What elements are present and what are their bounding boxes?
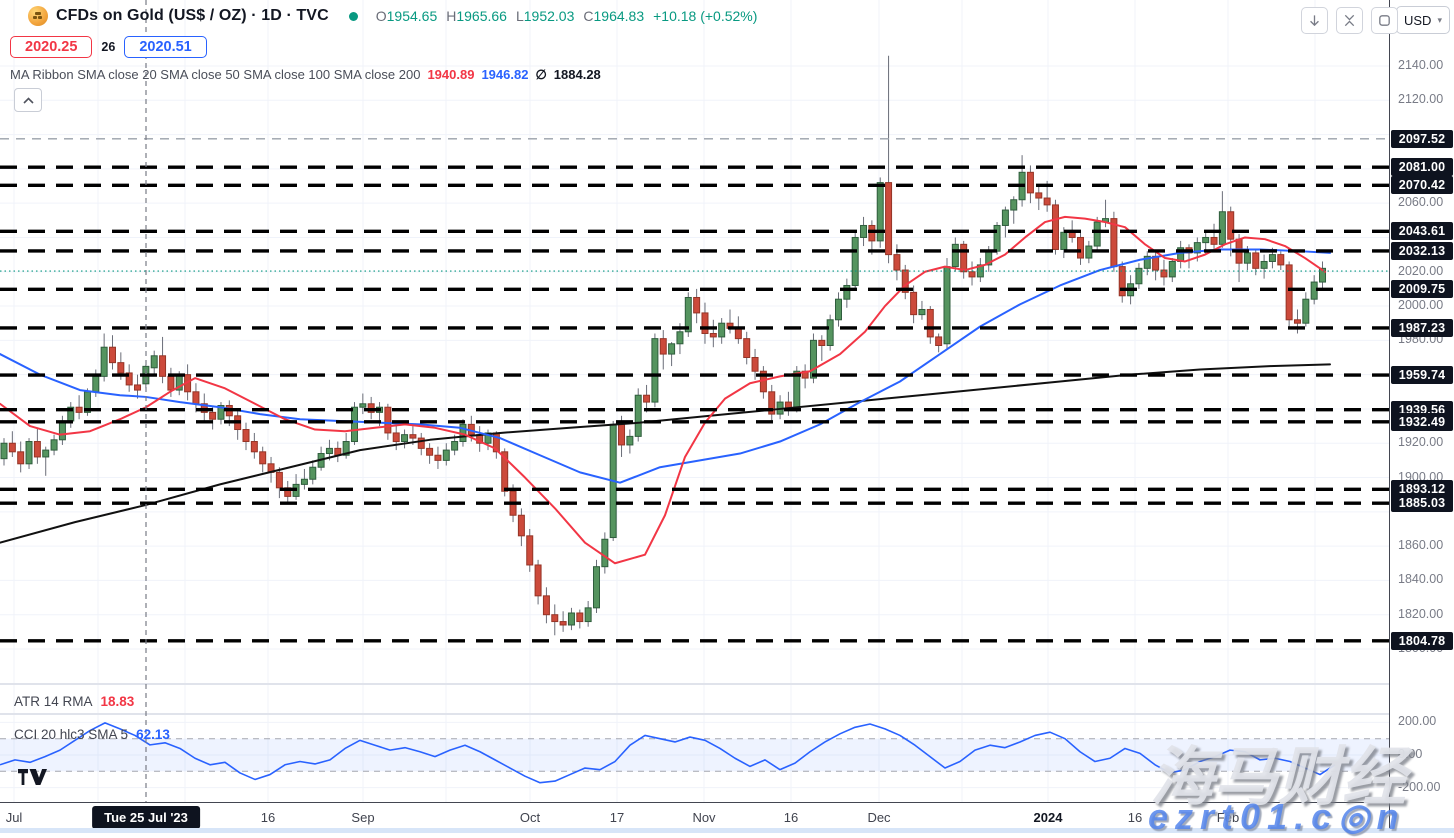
price-axis-label: 2020.00 bbox=[1398, 263, 1444, 278]
currency-selector[interactable]: USD ▾ bbox=[1396, 6, 1450, 34]
atr-value: 18.83 bbox=[100, 694, 135, 709]
currency-label: USD bbox=[1404, 12, 1432, 28]
symbol-title[interactable]: CFDs on Gold (US$ / OZ) · 1D · TVC bbox=[56, 7, 329, 24]
low-value: 1952.03 bbox=[523, 8, 575, 24]
price-level-badge[interactable]: 1893.12 bbox=[1391, 480, 1453, 499]
price-axis-label: 2140.00 bbox=[1398, 58, 1444, 72]
price-axis-label: 1860.00 bbox=[1398, 538, 1444, 553]
price-level-badge[interactable]: 1804.78 bbox=[1391, 631, 1453, 650]
price-level-badge[interactable]: 2070.42 bbox=[1391, 176, 1453, 195]
chevron-up-icon bbox=[22, 96, 34, 104]
chart-legend: CFDs on Gold (US$ / OZ) · 1D · TVC O1954… bbox=[28, 6, 757, 26]
price-level-badge[interactable]: 1987.23 bbox=[1391, 318, 1453, 337]
cci-axis-label: 200.00 bbox=[1398, 714, 1437, 729]
collapse-icon bbox=[1344, 14, 1355, 27]
ask-price-button[interactable]: 2020.51 bbox=[124, 36, 207, 58]
price-level-badge[interactable]: 1959.74 bbox=[1391, 366, 1453, 385]
cci-axis-label: 0.00 bbox=[1398, 747, 1423, 761]
market-open-dot-icon bbox=[348, 11, 358, 21]
price-axis-label: 1840.00 bbox=[1398, 572, 1444, 587]
price-level-badge[interactable]: 2043.61 bbox=[1391, 222, 1453, 241]
chevron-down-icon: ▾ bbox=[1437, 14, 1442, 25]
candlestick-chart[interactable] bbox=[0, 0, 1389, 802]
price-axis-label: 2000.00 bbox=[1398, 298, 1444, 313]
sma100-value: ∅ bbox=[535, 67, 547, 82]
move-pane-down-button[interactable] bbox=[1301, 7, 1328, 34]
price-axis-label: 2060.00 bbox=[1398, 195, 1444, 210]
price-axis[interactable]: USD ▾ 2140.00 2120.00 2060.00 2020.00 2000.0… bbox=[1389, 0, 1454, 833]
crosshair-date-badge: Tue 25 Jul '23 bbox=[92, 806, 200, 829]
gold-symbol-icon bbox=[28, 6, 48, 26]
price-level-badge[interactable]: 1932.49 bbox=[1391, 412, 1453, 431]
cci-label: CCI 20 hlc3 SMA 5 bbox=[14, 727, 129, 742]
bid-ask-row: 2020.25 26 2020.51 bbox=[10, 36, 207, 58]
legend-collapse-button[interactable] bbox=[14, 88, 42, 112]
time-axis-label: 2024 bbox=[1033, 810, 1063, 825]
maximize-pane-button[interactable] bbox=[1371, 7, 1398, 34]
price-axis-label: 1900.00 bbox=[1398, 469, 1444, 484]
price-level-badge[interactable]: 2081.00 bbox=[1391, 158, 1453, 177]
close-value: 1964.83 bbox=[593, 8, 645, 24]
collapse-pane-button[interactable] bbox=[1336, 7, 1363, 34]
time-axis-label: Nov bbox=[692, 810, 716, 825]
open-value: 1954.65 bbox=[386, 8, 438, 24]
time-axis-label: Jul bbox=[5, 810, 23, 825]
bid-price-button[interactable]: 2020.25 bbox=[10, 36, 93, 58]
time-axis-label: Sep bbox=[351, 810, 375, 825]
time-axis-label: 17 bbox=[609, 810, 625, 825]
tradingview-logo[interactable] bbox=[17, 766, 47, 793]
time-axis-label: 16 bbox=[260, 810, 276, 825]
price-level-badge[interactable]: 2032.13 bbox=[1391, 241, 1453, 260]
change-value: +10.18 (+0.52%) bbox=[653, 8, 758, 24]
time-axis-label: 16 bbox=[1127, 810, 1143, 825]
time-axis-label: Feb bbox=[1216, 810, 1240, 825]
price-axis-label: 1920.00 bbox=[1398, 435, 1444, 450]
sma50-value: 1946.82 bbox=[481, 67, 529, 82]
ohlc-values: O1954.65 H1965.66 L1952.03 C1964.83 +10.… bbox=[375, 8, 758, 24]
ma-ribbon-legend[interactable]: MA Ribbon SMA close 20 SMA close 50 SMA … bbox=[10, 67, 601, 83]
cci-legend[interactable]: CCI 20 hlc3 SMA 5 62.13 bbox=[14, 727, 170, 742]
price-level-badge[interactable]: 2009.75 bbox=[1391, 280, 1453, 299]
sma200-value: 1884.28 bbox=[553, 67, 601, 82]
cci-axis-label: -200.00 bbox=[1398, 779, 1441, 794]
bottom-toolbar-edge bbox=[0, 828, 1454, 833]
price-level-badge[interactable]: 2097.52 bbox=[1391, 129, 1453, 148]
spread-value: 26 bbox=[101, 40, 116, 54]
arrow-down-icon bbox=[1310, 15, 1319, 27]
time-axis-label: 16 bbox=[783, 810, 799, 825]
atr-label: ATR 14 RMA bbox=[14, 694, 93, 709]
pane-controls bbox=[1301, 7, 1398, 34]
price-axis-label: 2120.00 bbox=[1398, 92, 1444, 107]
tradingview-logo-icon bbox=[18, 769, 47, 785]
price-axis-label: 1820.00 bbox=[1398, 606, 1444, 621]
time-axis-label: Dec bbox=[867, 810, 891, 825]
price-level-badge[interactable]: 1885.03 bbox=[1391, 494, 1453, 513]
sma20-value: 1940.89 bbox=[427, 67, 475, 82]
atr-legend[interactable]: ATR 14 RMA 18.83 bbox=[14, 694, 134, 709]
cci-value: 62.13 bbox=[136, 727, 170, 742]
high-value: 1965.66 bbox=[456, 8, 507, 24]
maximize-icon bbox=[1379, 15, 1390, 26]
ma-ribbon-title: MA Ribbon SMA close 20 SMA close 50 SMA … bbox=[10, 67, 421, 82]
time-axis-label: Oct bbox=[519, 810, 541, 825]
